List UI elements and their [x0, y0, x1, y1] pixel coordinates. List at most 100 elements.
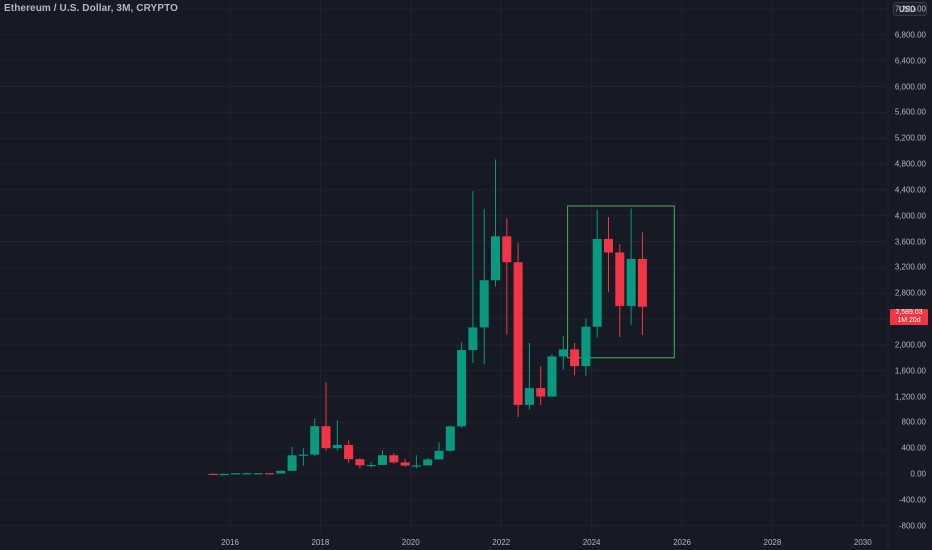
bullish-candle: [378, 450, 387, 466]
candle-body: [491, 236, 500, 281]
candle-body: [378, 455, 387, 465]
bullish-candle: [287, 446, 297, 471]
bearish-candle: [389, 453, 399, 464]
candle-body: [276, 470, 286, 474]
candle-body: [355, 459, 365, 466]
price-axis-label: 3,200.00: [894, 262, 926, 272]
candle-body: [310, 426, 320, 455]
price-axis-label: 4,800.00: [894, 159, 926, 169]
candle-body: [287, 455, 297, 471]
price-axis-label: 1,600.00: [894, 366, 926, 376]
candle-body: [547, 356, 557, 397]
price-axis-label: 6,400.00: [894, 56, 926, 66]
annotation-rectangle[interactable]: [567, 205, 675, 359]
bearish-candle: [536, 366, 546, 405]
rectangle-drawing[interactable]: [567, 205, 675, 359]
price-axis-label: 2,800.00: [894, 288, 926, 298]
candle-body: [468, 327, 478, 350]
candle-body: [242, 473, 252, 475]
bullish-candle: [242, 472, 252, 475]
bearish-candle: [513, 242, 523, 418]
price-axis-label: 6,800.00: [894, 30, 926, 40]
grid-lines: [0, 0, 888, 532]
price-axis-label: 2,000.00: [894, 340, 926, 350]
price-axis-label: 5,600.00: [894, 107, 926, 117]
candlestick-series: [208, 159, 647, 476]
candle-body: [445, 426, 455, 451]
candle-body: [219, 473, 229, 476]
price-axis-label: 1,200.00: [894, 392, 926, 401]
price-axis-label: 4,400.00: [894, 185, 926, 195]
bullish-candle: [366, 462, 376, 468]
price-axis-label: 400.00: [901, 443, 926, 453]
candle-body: [524, 388, 534, 405]
time-axis-label: 2024: [582, 538, 601, 547]
bullish-candle: [457, 342, 467, 428]
bullish-candle: [626, 208, 636, 325]
bullish-candle: [491, 159, 500, 287]
bullish-candle: [581, 318, 591, 376]
last-price-value: 2,589.03: [895, 309, 923, 316]
bearish-candle: [265, 473, 274, 475]
bearish-candle: [208, 473, 218, 476]
candle-body: [570, 349, 580, 367]
price-axis-label: 3,600.00: [894, 237, 926, 246]
time-axis-label: 2018: [311, 538, 330, 547]
bullish-candle: [479, 209, 489, 365]
bullish-candle: [253, 473, 263, 475]
bullish-candle: [219, 473, 229, 476]
bullish-candle: [468, 191, 478, 363]
candle-body: [423, 459, 433, 466]
symbol-title: Ethereum / U.S. Dollar, 3M, CRYPTO: [4, 3, 178, 14]
candle-body: [321, 426, 331, 449]
candle-body: [332, 444, 342, 449]
bullish-candle: [231, 473, 241, 475]
bullish-candle: [423, 457, 433, 466]
bearish-candle: [400, 458, 410, 467]
time-axis-label: 2020: [401, 538, 420, 547]
bullish-candle: [298, 448, 308, 466]
candle-body: [581, 326, 591, 367]
price-axis-label: 0.00: [910, 469, 926, 479]
candle-body: [231, 473, 241, 475]
price-axis-label: 5,200.00: [894, 133, 926, 143]
candle-body: [536, 388, 546, 397]
candle-body: [366, 464, 376, 467]
bullish-candle: [558, 335, 568, 370]
bearish-candle: [570, 342, 580, 376]
candle-body: [400, 462, 410, 466]
candle-body: [298, 454, 308, 456]
candle-body: [434, 450, 444, 460]
price-axis-label: 6,000.00: [894, 82, 926, 91]
price-axis-label: 800.00: [901, 417, 926, 427]
bearish-candle: [321, 382, 331, 451]
candle-body: [411, 465, 421, 467]
candle-body: [265, 473, 274, 475]
bullish-candle: [524, 342, 534, 410]
bearish-candle: [355, 458, 365, 469]
bullish-candle: [547, 354, 557, 397]
bullish-candle: [445, 425, 455, 452]
candle-body: [637, 258, 647, 307]
time-axis-label: 2030: [853, 538, 872, 547]
bearish-candle: [637, 232, 647, 336]
bullish-candle: [411, 455, 421, 469]
bullish-candle: [276, 470, 286, 474]
price-axis-label: -400.00: [898, 495, 926, 505]
time-axis-label: 2028: [763, 538, 782, 547]
price-axis-label: 4,000.00: [894, 211, 926, 221]
candle-body: [558, 349, 568, 357]
candle-body: [615, 252, 625, 307]
last-price-marker: 2,589.03 1M 20d: [890, 309, 928, 325]
bar-countdown: 1M 20d: [897, 317, 921, 324]
bullish-candle: [332, 420, 342, 451]
bearish-candle: [502, 218, 512, 335]
currency-button[interactable]: USD: [893, 2, 927, 16]
candle-body: [592, 238, 602, 327]
candle-body: [604, 238, 613, 253]
price-axis-label: 7,200.00: [894, 4, 926, 14]
bearish-candle: [615, 244, 625, 338]
candle-body: [208, 473, 218, 476]
